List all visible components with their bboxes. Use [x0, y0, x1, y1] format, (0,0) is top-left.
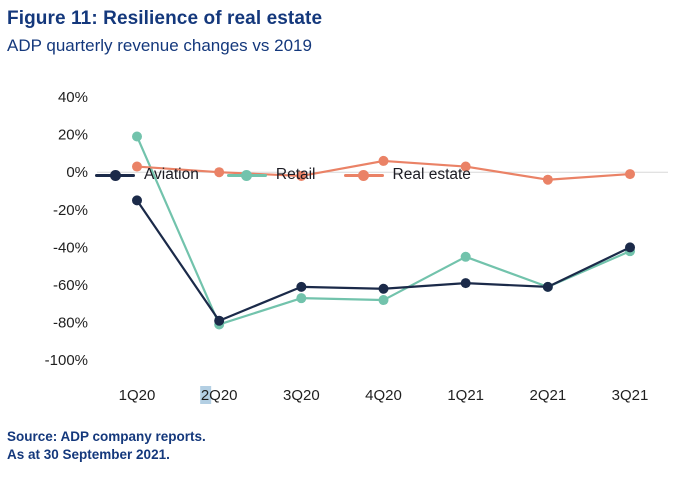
- data-point-aviation: [542, 281, 553, 292]
- x-axis-tick-label: 4Q20: [365, 387, 402, 404]
- data-point-retail: [378, 295, 389, 306]
- chart-canvas: 40% 20% 0% -20% -40% -60% -80% -100% 1Q20 2Q20 3Q2…: [45, 89, 668, 404]
- data-point-aviation: [460, 278, 471, 289]
- source-note: Source: ADP company reports. As at 30 Se…: [7, 428, 206, 464]
- legend-label: Real estate: [392, 166, 471, 183]
- y-axis-tick-label: -20%: [53, 202, 88, 219]
- data-point-retail: [460, 251, 471, 262]
- legend-label: Aviation: [144, 166, 199, 183]
- x-axis-tick-label: 3Q21: [612, 387, 649, 404]
- revenue-line-chart: 40% 20% 0% -20% -40% -60% -80% -100% 1Q20 2Q20 3Q2…: [0, 70, 696, 420]
- data-point-aviation: [214, 315, 225, 326]
- y-axis-tick-label: -80%: [53, 315, 88, 332]
- legend-dot-icon: [358, 169, 370, 181]
- y-axis-tick-label: -100%: [45, 352, 88, 369]
- y-axis-tick-label: 0%: [66, 164, 88, 181]
- data-point-real_estate: [296, 170, 307, 181]
- x-axis-tick-label: 1Q20: [119, 387, 156, 404]
- data-point-real_estate: [460, 161, 471, 172]
- data-point-aviation: [132, 195, 142, 206]
- figure-title: Figure 11: Resilience of real estate: [7, 8, 323, 29]
- legend-item-retail: Retail: [226, 166, 316, 184]
- data-point-real_estate: [542, 174, 553, 185]
- data-point-real_estate: [625, 169, 636, 180]
- x-axis-tick-label: 3Q20: [283, 387, 320, 404]
- legend-line-dot-icon: [226, 169, 267, 181]
- legend-line-dot-icon: [343, 169, 384, 181]
- data-point-retail: [296, 293, 307, 304]
- data-point-aviation: [296, 281, 307, 292]
- data-point-aviation: [378, 283, 389, 294]
- y-axis-tick-label: -60%: [53, 277, 88, 294]
- x-axis-tick-label: 2Q20: [201, 387, 238, 404]
- data-point-retail: [132, 131, 142, 142]
- x-axis-tick-label: 2Q21: [529, 387, 566, 404]
- data-point-real_estate: [378, 155, 389, 166]
- legend-line-dot-icon: [95, 169, 135, 181]
- as-at-line: As at 30 September 2021.: [7, 447, 170, 463]
- y-axis-tick-label: -40%: [53, 239, 88, 256]
- source-line: Source: ADP company reports.: [7, 429, 206, 444]
- figure-subtitle: ADP quarterly revenue changes vs 2019: [7, 36, 312, 55]
- legend-dot-icon: [241, 169, 253, 181]
- data-point-aviation: [625, 242, 636, 253]
- y-axis-tick-label: 20%: [58, 127, 88, 144]
- legend-label: Retail: [275, 166, 316, 183]
- chart-legend: Aviation Retail Real estate: [95, 166, 471, 184]
- legend-item-aviation: Aviation: [95, 166, 199, 184]
- data-point-real_estate: [132, 161, 142, 172]
- data-point-real_estate: [214, 167, 225, 178]
- legend-dot-icon: [109, 169, 121, 181]
- label-selection-highlight: [200, 386, 212, 404]
- y-axis-tick-label: 40%: [58, 89, 88, 106]
- x-axis-tick-label: 1Q21: [447, 387, 484, 404]
- legend-item-real_estate: Real estate: [343, 166, 471, 184]
